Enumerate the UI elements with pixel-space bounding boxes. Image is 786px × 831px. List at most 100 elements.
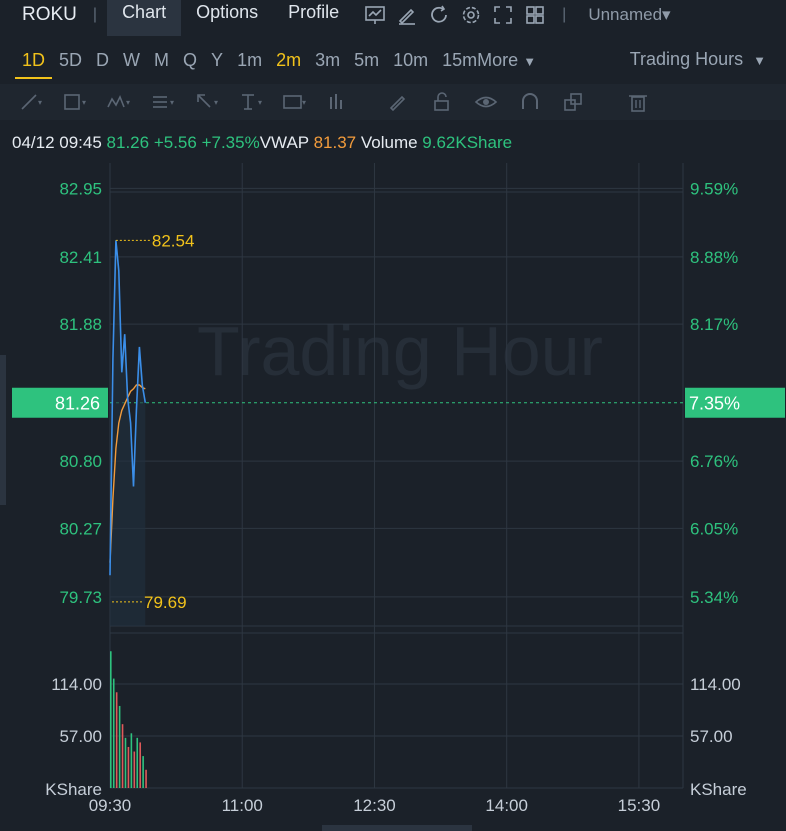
refresh-icon[interactable] [428, 4, 450, 26]
series-layer: 82.54 79.69 [109, 231, 195, 626]
pct-tick-label: 8.88% [690, 248, 738, 267]
volume-bar [133, 751, 136, 788]
tab-chart[interactable]: Chart [107, 0, 182, 36]
divider: | [562, 6, 567, 23]
left-panel-handle[interactable] [0, 355, 6, 505]
svg-text:▾: ▾ [258, 98, 262, 107]
layout-name-label: Unnamed [588, 5, 663, 24]
top-bar: ROKU | Chart Options Profile | Unnamed▾ [0, 0, 786, 36]
arrow-icon[interactable]: ▾ [194, 91, 220, 113]
timeframe-1d[interactable]: 1D [15, 50, 53, 79]
bars-icon[interactable] [326, 91, 352, 113]
volume-bar [121, 724, 124, 788]
svg-text:▾: ▾ [126, 98, 130, 107]
current-pct-label: 7.35% [689, 394, 740, 414]
svg-text:▾: ▾ [214, 98, 218, 107]
volume-tick-label: 57.00 [59, 727, 102, 746]
volume-bar [139, 742, 141, 788]
volume-tick-label: 114.00 [51, 675, 102, 694]
timeframe-2m[interactable]: 2m [276, 49, 302, 70]
chevron-down-icon: ▼ [753, 53, 766, 68]
timeframe-y[interactable]: Y [211, 49, 224, 70]
pct-tick-label: 8.17% [690, 315, 738, 334]
volume-bar [115, 692, 118, 788]
text-icon[interactable]: ▾ [238, 91, 264, 113]
volume-bar [127, 746, 130, 788]
timeframe-q[interactable]: Q [183, 49, 198, 70]
vwap-value: 81.37 [313, 133, 357, 152]
gear-icon[interactable] [460, 4, 482, 26]
layout-grid-icon[interactable] [524, 4, 546, 26]
volume-bar [112, 678, 115, 788]
timeframe-1m[interactable]: 1m [237, 49, 263, 70]
timeframe-5d[interactable]: 5D [59, 49, 83, 70]
chart-icon[interactable] [364, 4, 386, 26]
quote-change: +5.56 [153, 133, 197, 152]
volume-value: 9.62KShare [422, 133, 513, 152]
current-pct-badge [685, 387, 785, 418]
more-timeframes-dropdown[interactable]: More ▼ [477, 50, 536, 71]
svg-text:▾: ▾ [170, 98, 174, 107]
timeframe-10m[interactable]: 10m [393, 49, 429, 70]
session-dropdown[interactable]: Trading Hours ▼ [630, 49, 766, 70]
magnet-icon[interactable] [518, 91, 544, 113]
timeframe-3m[interactable]: 3m [315, 49, 341, 70]
drawing-toolbar: ▾ ▾ ▾ ▾ ▾ ▾ ▾ [0, 84, 786, 120]
layers-icon[interactable] [562, 91, 588, 113]
trash-icon[interactable] [626, 91, 652, 113]
volume-bar [145, 769, 147, 788]
edit-icon[interactable] [396, 4, 418, 26]
time-tick-label: 15:30 [618, 796, 661, 815]
fib-icon[interactable]: ▾ [150, 91, 176, 113]
layout-name-dropdown[interactable]: Unnamed▾ [588, 5, 670, 25]
volume-layer: 114.00 114.00 57.00 57.00 KShare KShare [45, 651, 747, 799]
session-label: Trading Hours [629, 49, 744, 69]
chevron-down-icon: ▼ [523, 53, 537, 69]
eye-icon[interactable] [474, 91, 500, 113]
timeframe-15m[interactable]: 15m [442, 49, 478, 70]
lock-icon[interactable] [430, 91, 456, 113]
price-tick-label: 82.41 [59, 248, 102, 267]
time-tick-label: 14:00 [485, 796, 528, 815]
pencil-icon[interactable] [386, 91, 412, 113]
rectangle-icon[interactable]: ▾ [62, 91, 88, 113]
chevron-down-icon: ▾ [662, 5, 671, 24]
bottom-panel-handle[interactable] [322, 825, 472, 831]
price-axis-left: 82.95 82.41 81.88 80.80 80.27 79.73 81.26 [12, 179, 108, 607]
fullscreen-icon[interactable] [492, 4, 514, 26]
volume-tick-label: 57.00 [690, 727, 733, 746]
price-tick-label: 80.80 [59, 452, 102, 471]
pct-tick-label: 6.76% [690, 452, 738, 471]
volume-bar [136, 737, 139, 788]
trendline-icon[interactable]: ▾ [18, 91, 44, 113]
svg-text:▾: ▾ [302, 98, 306, 107]
time-axis: 09:30 11:00 12:30 14:00 15:30 [89, 796, 660, 815]
label-icon[interactable]: ▾ [282, 91, 308, 113]
timeframe-m[interactable]: M [154, 49, 170, 70]
more-label: More [477, 49, 519, 70]
price-tick-label: 80.27 [59, 519, 102, 538]
time-tick-label: 09:30 [89, 796, 132, 815]
timeframe-w[interactable]: W [123, 49, 141, 70]
symbol-label[interactable]: ROKU [22, 4, 77, 25]
volume-bar [124, 737, 127, 788]
current-price-label: 81.26 [55, 394, 100, 414]
vwap-label: VWAP [259, 133, 309, 152]
tab-profile[interactable]: Profile [288, 2, 340, 22]
high-marker-label: 82.54 [152, 231, 195, 250]
tab-options[interactable]: Options [196, 2, 259, 22]
price-tick-label: 81.88 [59, 315, 102, 334]
volume-bar [130, 733, 133, 788]
price-tick-label: 82.95 [59, 179, 102, 198]
price-area [110, 240, 146, 626]
quote-change-pct: +7.35% [201, 133, 260, 152]
volume-tick-label: 114.00 [690, 675, 741, 694]
volume-unit-label: KShare [690, 780, 747, 799]
pattern-icon[interactable]: ▾ [106, 91, 132, 113]
price-axis-right: 9.59% 8.88% 8.17% 6.76% 6.05% 5.34% 7.35% [685, 179, 785, 607]
price-tick-label: 79.73 [59, 588, 102, 607]
timeframe-5m[interactable]: 5m [354, 49, 380, 70]
time-tick-label: 12:30 [353, 796, 396, 815]
timeframe-d[interactable]: D [96, 49, 110, 70]
